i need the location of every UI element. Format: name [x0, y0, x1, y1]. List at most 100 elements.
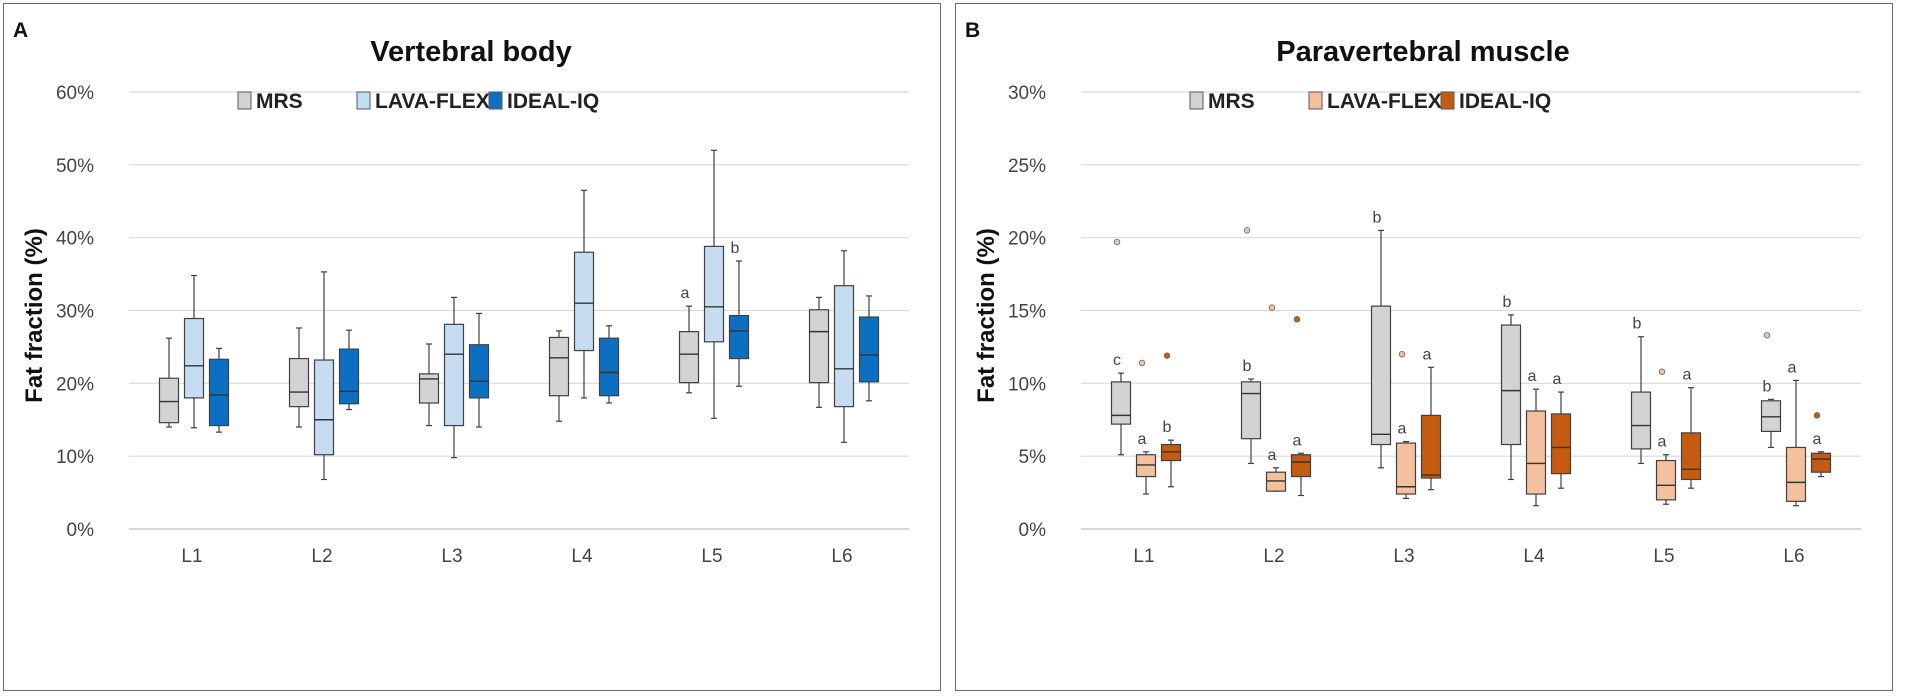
significance-label: a [1138, 431, 1147, 448]
significance-label: a [1423, 346, 1432, 363]
box-mrs-l6: b [1760, 332, 1782, 449]
significance-label: a [1293, 432, 1302, 449]
box-mrs-l6 [808, 296, 830, 408]
legend-label: MRS [256, 90, 303, 113]
significance-label: a [681, 285, 690, 302]
x-tick-label: L1 [1133, 546, 1154, 567]
panel-label: B [965, 19, 980, 42]
box-iqr [1110, 381, 1132, 425]
legend-label: IDEAL-IQ [507, 90, 599, 113]
panel-b: B Paravertebral muscle 0% 5% 10% 15% 20% 25% 30%… [955, 3, 1893, 691]
box-ideal-iq-l3: a [1420, 346, 1442, 491]
box-lava-flex-l3: a [1395, 351, 1417, 500]
y-tick-label: 20% [1008, 229, 1046, 250]
box-ideal-iq-l6 [858, 295, 880, 402]
significance-label: a [1268, 447, 1277, 464]
y-tick-label: 60% [56, 83, 94, 104]
significance-label: b [1763, 378, 1772, 395]
box-mrs-l3: b [1370, 209, 1392, 469]
box-mrs-l2: b [1240, 227, 1262, 465]
outlier-point [1658, 368, 1666, 375]
chart-vertebral-body: A Vertebral body 0% 10% 20% 30% 40% 50% 60% Fat f… [13, 19, 909, 567]
box-ideal-iq-l4: a [1550, 371, 1572, 489]
legend: MRS LAVA-FLEX IDEAL-IQ [1189, 90, 1551, 113]
significance-label: a [1658, 434, 1667, 451]
x-tick-label: L4 [1523, 546, 1545, 567]
box-iqr [1135, 454, 1157, 478]
box-lava-flex-l2 [313, 271, 335, 481]
legend-label: IDEAL-IQ [1459, 90, 1551, 113]
box-mrs-l5: b [1630, 316, 1652, 465]
box-ideal-iq-l2: a [1290, 316, 1312, 497]
y-tick-label: 50% [56, 156, 94, 177]
box-iqr [1290, 454, 1312, 478]
box-iqr [1240, 381, 1262, 440]
x-tick-label: L2 [1263, 546, 1284, 567]
significance-label: a [1528, 368, 1537, 385]
box-iqr [468, 344, 490, 399]
box-lava-flex-l5 [703, 149, 725, 419]
box-iqr [1680, 432, 1702, 481]
legend: MRS LAVA-FLEX IDEAL-IQ [237, 90, 599, 113]
significance-label: a [1788, 359, 1797, 376]
x-tick-label: L5 [701, 546, 722, 567]
box-mrs-l5: a [678, 285, 700, 394]
box-iqr [443, 323, 465, 427]
chart-paravertebral-muscle: B Paravertebral muscle 0% 5% 10% 15% 20% 25% 30%… [965, 19, 1861, 567]
legend-label: LAVA-FLEX [375, 90, 490, 113]
box-mrs-l2 [288, 327, 310, 428]
box-lava-flex-l6: a [1785, 359, 1807, 507]
panel-a: A Vertebral body 0% 10% 20% 30% 40% 50% 60% Fat f… [3, 3, 941, 691]
box-iqr [1265, 471, 1287, 492]
significance-label: a [1683, 367, 1692, 384]
y-tick-label: 0% [1019, 520, 1047, 541]
box-ideal-iq-l5: a [1680, 367, 1702, 489]
box-iqr [808, 309, 830, 384]
box-lava-flex-l5: a [1655, 368, 1677, 505]
box-iqr [1655, 459, 1677, 501]
y-tick-label: 15% [1008, 302, 1046, 323]
box-iqr [338, 348, 360, 405]
y-tick-label: 5% [1019, 447, 1047, 468]
y-tick-label: 40% [56, 229, 94, 250]
box-iqr [1370, 305, 1392, 446]
x-tick-label: L5 [1653, 546, 1674, 567]
box-mrs-l1: c [1110, 238, 1132, 456]
significance-label: b [1163, 419, 1172, 436]
y-tick-label: 10% [1008, 374, 1046, 395]
x-tick-label: L2 [311, 546, 332, 567]
y-tick-label: 20% [56, 374, 94, 395]
box-iqr [183, 317, 205, 399]
legend-swatch-lava-flex [356, 91, 371, 110]
box-ideal-iq-l3 [468, 312, 490, 428]
box-mrs-l4 [548, 330, 570, 422]
significance-label: b [1503, 294, 1512, 311]
panel-label: A [13, 19, 28, 42]
box-iqr [1550, 413, 1572, 475]
significance-label: a [1553, 371, 1562, 388]
box-lava-flex-l2: a [1265, 304, 1287, 492]
x-tick-label: L6 [1783, 546, 1804, 567]
legend-swatch-lava-flex [1308, 91, 1323, 110]
y-axis-label: Fat fraction (%) [973, 228, 1000, 403]
box-ideal-iq-l1: b [1160, 352, 1182, 488]
x-tick-label: L4 [571, 546, 593, 567]
outlier-point [1113, 238, 1121, 246]
box-iqr [1630, 391, 1652, 450]
box-iqr [728, 314, 750, 360]
outlier-point [1163, 352, 1171, 359]
box-lava-flex-l4: a [1525, 368, 1547, 507]
significance-label: c [1113, 352, 1121, 369]
y-axis-label: Fat fraction (%) [21, 228, 48, 403]
box-iqr [573, 251, 595, 352]
legend-swatch-mrs [1189, 91, 1204, 110]
box-iqr [678, 331, 700, 384]
box-iqr [313, 359, 335, 456]
x-tick-label: L1 [181, 546, 202, 567]
box-ideal-iq-l5: b [728, 240, 750, 387]
box-mrs-l4: b [1500, 294, 1522, 481]
significance-label: b [1633, 316, 1642, 333]
box-iqr [158, 377, 180, 424]
box-lava-flex-l6 [833, 250, 855, 443]
legend-label: LAVA-FLEX [1327, 90, 1442, 113]
